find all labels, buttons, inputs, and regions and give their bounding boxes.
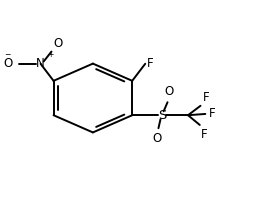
Text: F: F — [203, 91, 210, 104]
Text: N: N — [36, 57, 45, 70]
Text: −: − — [4, 50, 10, 59]
Text: O: O — [3, 57, 13, 70]
Text: F: F — [201, 128, 208, 141]
Text: O: O — [164, 85, 173, 98]
Text: F: F — [209, 108, 215, 120]
Text: O: O — [153, 132, 162, 145]
Text: S: S — [158, 109, 166, 122]
Text: +: + — [47, 50, 54, 59]
Text: O: O — [54, 37, 63, 50]
Text: F: F — [147, 56, 154, 69]
